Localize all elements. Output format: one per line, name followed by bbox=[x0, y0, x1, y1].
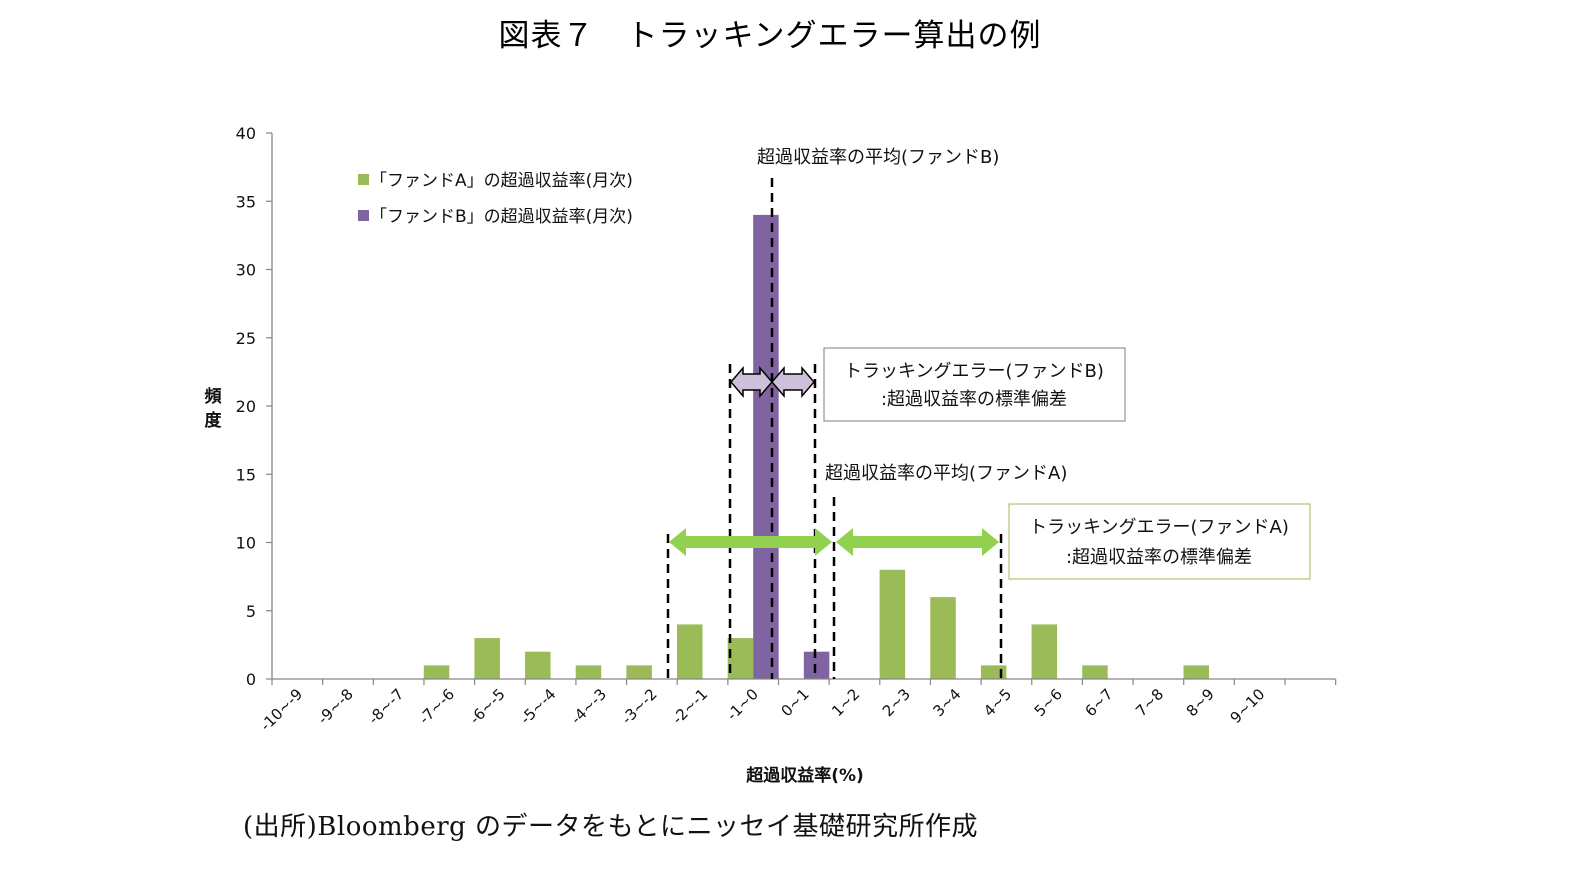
legend-label-fund-b: 「ファンドB」の超過収益率(月次) bbox=[370, 207, 633, 227]
x-axis-ticks: -10~-9 -9~-8 -8~-7 -7~-6 -6~-5 -5~-4 -4~-3 -3~-… bbox=[257, 679, 1337, 735]
x-tick-label: -10~-9 bbox=[257, 685, 307, 735]
bar-fund-a bbox=[677, 624, 703, 679]
bar-fund-a bbox=[423, 665, 450, 679]
bar-fund-b bbox=[803, 651, 830, 679]
double-arrow-icon bbox=[771, 365, 815, 399]
fund-b-te-box bbox=[823, 347, 1126, 422]
y-axis-ticks: 0 5 10 15 20 25 30 35 40 bbox=[236, 124, 272, 689]
x-tick-label: -2~-1 bbox=[669, 685, 712, 728]
y-tick-label: 5 bbox=[246, 602, 256, 621]
x-tick-label: 1~2 bbox=[828, 685, 863, 720]
x-axis-title: 超過収益率(%) bbox=[746, 765, 864, 786]
y-axis-title: 頻 bbox=[204, 386, 222, 407]
x-tick-label: -3~-2 bbox=[618, 685, 661, 728]
legend-label-fund-a: 「ファンドA」の超過収益率(月次) bbox=[370, 171, 633, 191]
bar-fund-a bbox=[575, 665, 602, 679]
figure-title: 図表７ トラッキングエラー算出の例 bbox=[498, 18, 1042, 54]
x-tick-label: 4~5 bbox=[980, 685, 1015, 720]
bar-fund-a bbox=[474, 638, 500, 679]
x-tick-label: 6~7 bbox=[1081, 685, 1116, 720]
x-tick-label: -4~-3 bbox=[567, 685, 610, 728]
x-tick-label: 3~4 bbox=[929, 685, 964, 720]
x-tick-label: 0~1 bbox=[778, 685, 813, 720]
fund-b-sd-arrows bbox=[730, 365, 815, 399]
fund-b-mean-label: 超過収益率の平均(ファンドB) bbox=[757, 147, 999, 168]
y-tick-label: 35 bbox=[236, 192, 256, 211]
double-arrow-icon bbox=[669, 528, 832, 556]
x-tick-label: 8~9 bbox=[1183, 685, 1218, 720]
dashed-lines bbox=[666, 178, 1003, 679]
x-tick-label: 5~6 bbox=[1031, 685, 1066, 720]
legend-swatch-fund-a bbox=[358, 174, 369, 185]
x-tick-label: -1~0 bbox=[723, 685, 762, 724]
bar-fund-b bbox=[753, 214, 779, 679]
fund-a-te-box bbox=[1008, 503, 1311, 580]
y-tick-label: 25 bbox=[236, 329, 256, 348]
bar-fund-a bbox=[1082, 665, 1108, 679]
bar-fund-a bbox=[879, 569, 906, 679]
bar-fund-a bbox=[727, 638, 754, 679]
x-tick-label: 9~10 bbox=[1227, 685, 1269, 727]
x-tick-label: -5~-4 bbox=[517, 685, 560, 728]
x-tick-label: 2~3 bbox=[879, 685, 914, 720]
bar-fund-a bbox=[525, 651, 551, 679]
y-tick-label: 30 bbox=[236, 261, 256, 280]
x-tick-label: -6~-5 bbox=[466, 685, 509, 728]
y-tick-label: 40 bbox=[236, 124, 256, 143]
legend: 「ファンドA」の超過収益率(月次) 「ファンドB」の超過収益率(月次) bbox=[358, 171, 633, 227]
fund-a-te-sublabel: :超過収益率の標準偏差 bbox=[1066, 547, 1252, 568]
y-tick-label: 15 bbox=[236, 465, 256, 484]
y-axis-title-2: 度 bbox=[205, 410, 223, 431]
x-tick-label: -9~-8 bbox=[314, 685, 357, 728]
x-tick-label: -8~-7 bbox=[365, 685, 408, 728]
bars-layer bbox=[423, 214, 1210, 679]
bar-fund-a bbox=[980, 665, 1007, 679]
y-tick-label: 20 bbox=[236, 397, 256, 416]
fund-a-te-label: トラッキングエラー(ファンドA) bbox=[1029, 517, 1289, 538]
fund-b-te-sublabel: :超過収益率の標準偏差 bbox=[881, 389, 1067, 410]
fund-a-mean-label: 超過収益率の平均(ファンドA) bbox=[825, 463, 1067, 484]
x-tick-label: -7~-6 bbox=[415, 685, 458, 728]
x-tick-label: 7~8 bbox=[1132, 685, 1167, 720]
double-arrow-icon bbox=[836, 528, 999, 556]
y-tick-label: 10 bbox=[236, 534, 256, 553]
bar-fund-a bbox=[1031, 624, 1058, 679]
bar-fund-a bbox=[930, 597, 956, 679]
y-tick-label: 0 bbox=[246, 670, 256, 689]
fund-b-te-label: トラッキングエラー(ファンドB) bbox=[844, 361, 1104, 382]
fund-a-sd-arrows bbox=[669, 528, 999, 556]
bar-fund-a bbox=[626, 665, 652, 679]
source-note: (出所)Bloomberg のデータをもとにニッセイ基礎研究所作成 bbox=[243, 812, 979, 842]
bar-fund-a bbox=[1183, 665, 1210, 679]
legend-swatch-fund-b bbox=[358, 210, 369, 221]
